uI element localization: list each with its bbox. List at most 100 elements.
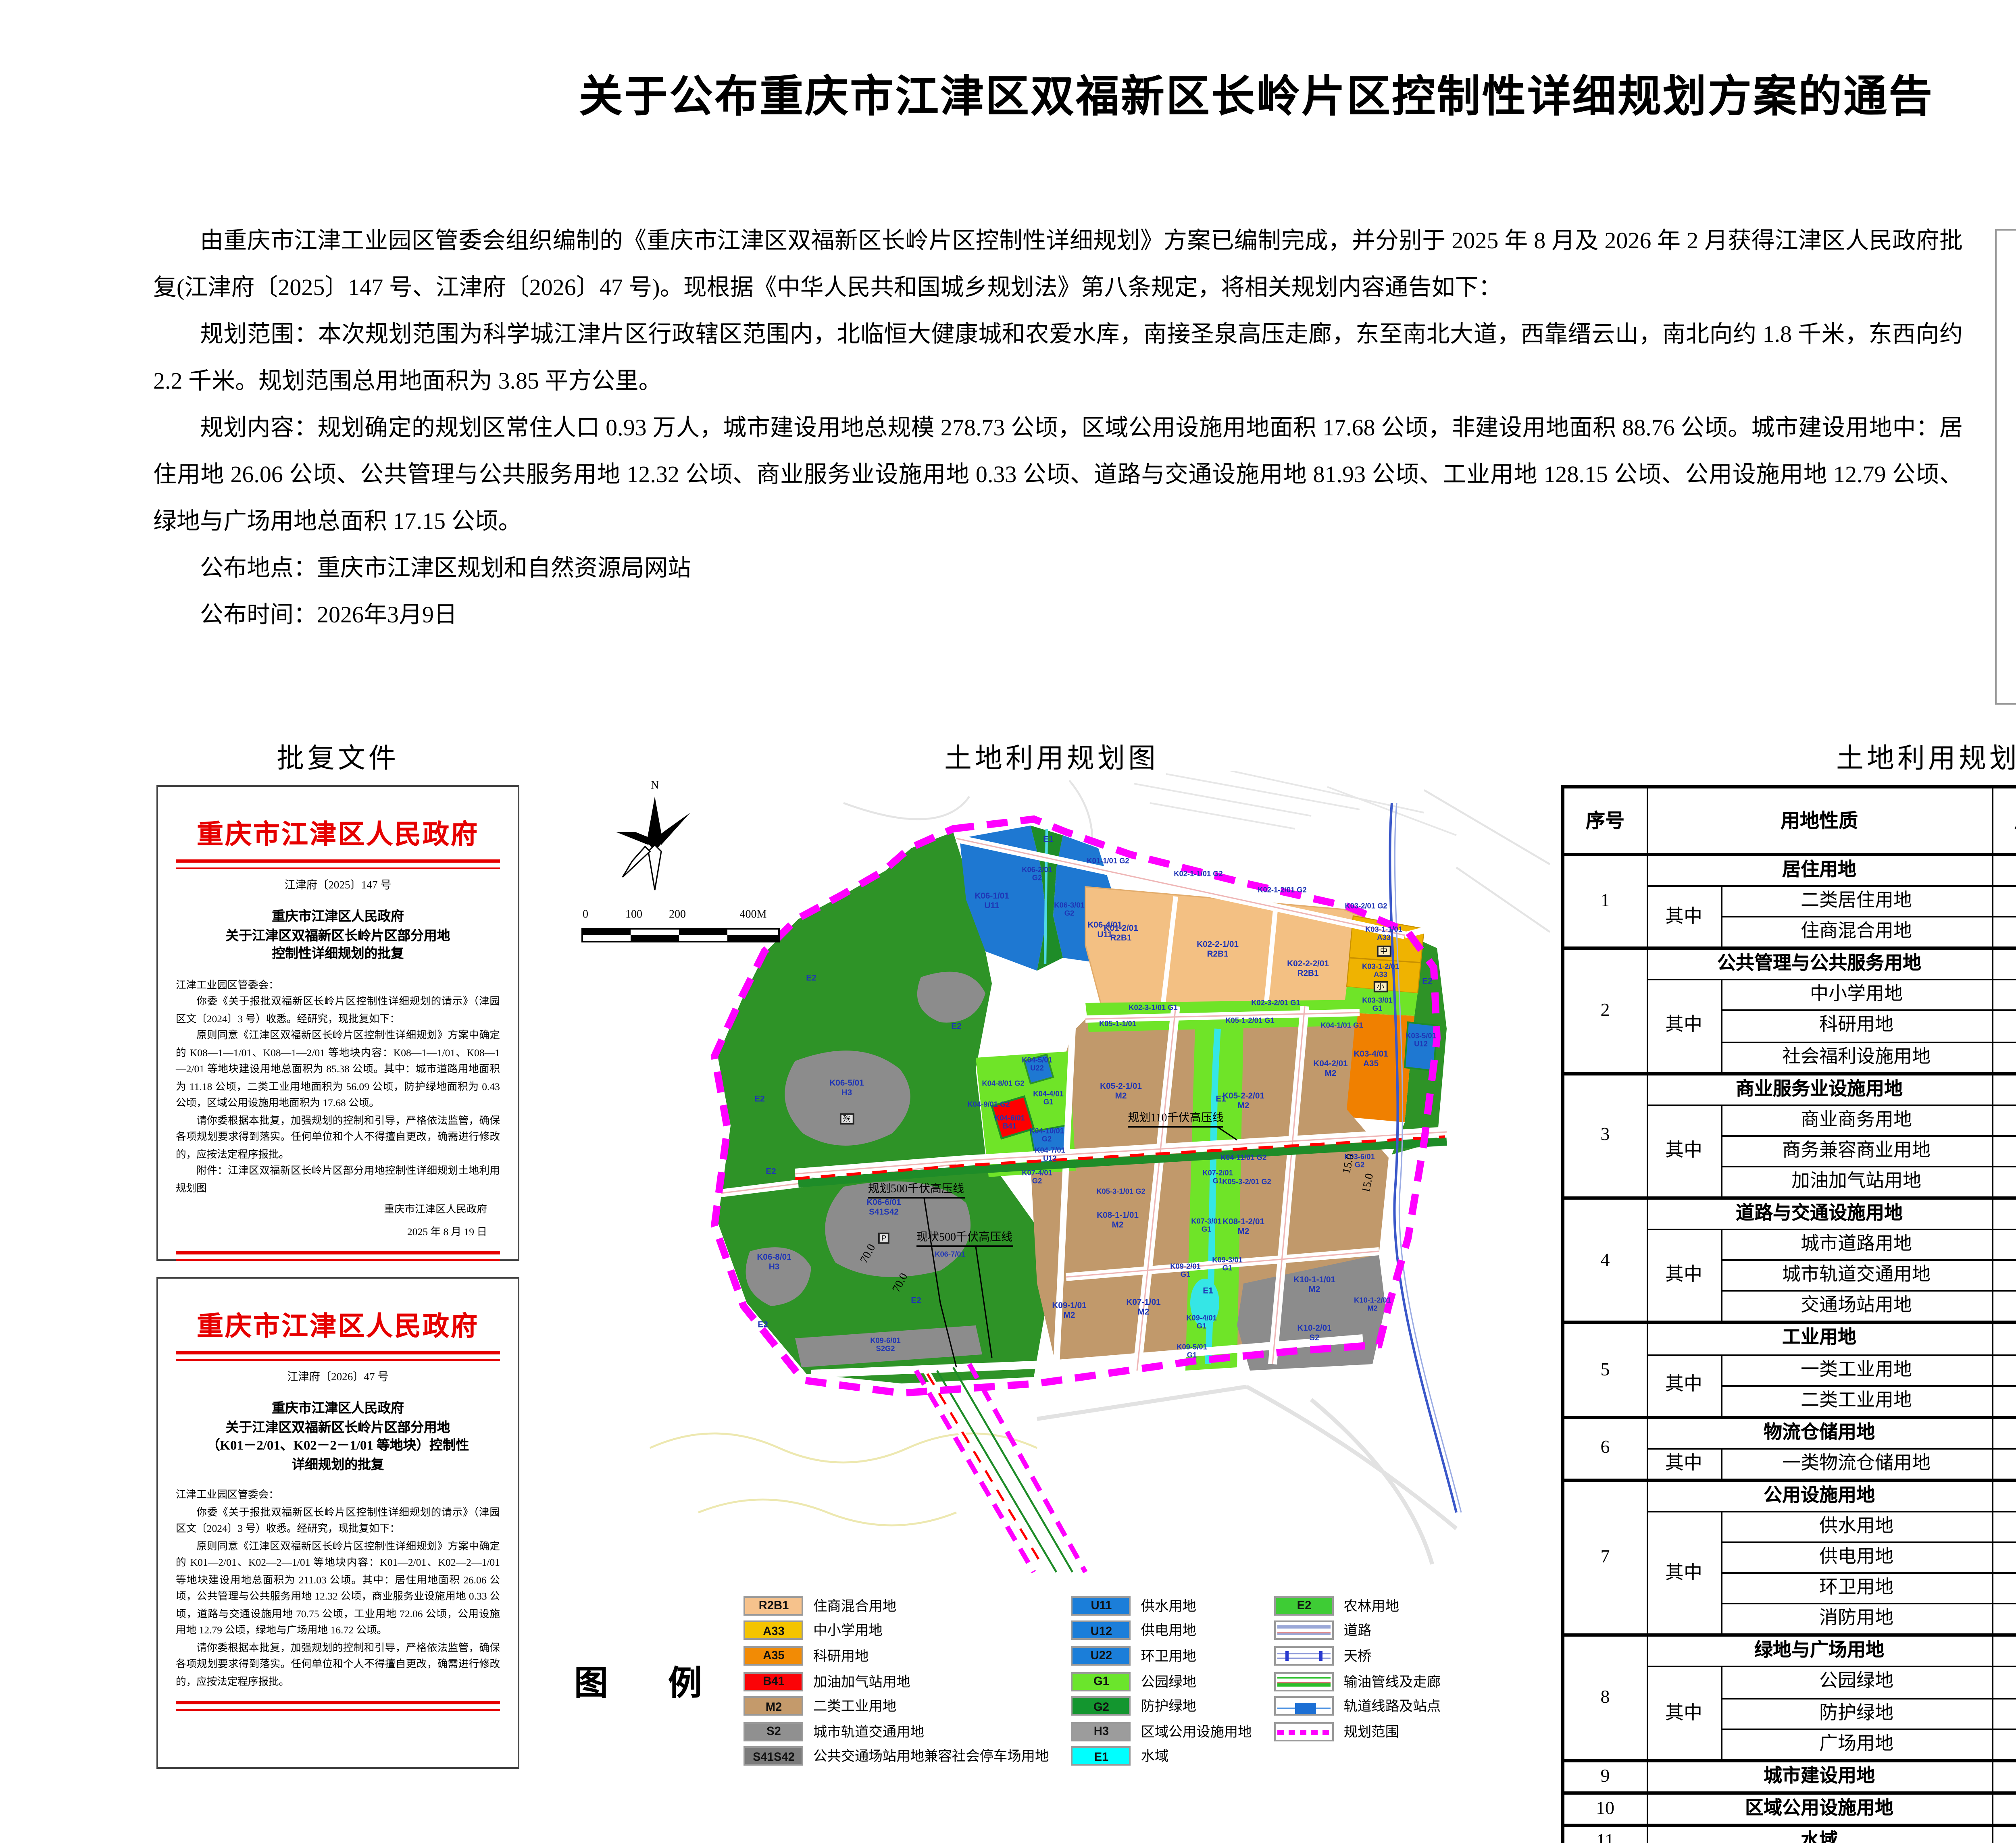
table-cell: 城市道路用地	[1720, 1229, 1993, 1261]
table-subrow: 供电用地U121.230.44	[1563, 1541, 2016, 1574]
table-cell: U31	[1991, 1603, 2016, 1637]
legend-item: 输油管线及走廊	[1274, 1668, 1441, 1693]
table-cell: 住商混合用地	[1720, 916, 1993, 950]
legend-label: 二类工业用地	[813, 1698, 897, 1714]
table-cell: 加油加气站用地	[1720, 1165, 1993, 1199]
doc-title: 重庆市江津区人民政府 关于江津区双福新区长岭片区部分用地 控制性详细规划的批复	[225, 909, 450, 961]
location-map: 南北大道恒大健康城农爱水库缙云山规划范围线圣泉高压走廊圣泉湖陈龙路	[1995, 229, 2016, 705]
table-cell: U22	[1991, 1572, 2016, 1605]
legend-label: 住商混合用地	[813, 1598, 897, 1614]
R2B1-swatch: R2B1	[744, 1596, 804, 1616]
table-cell: R	[1991, 853, 2016, 887]
legend-item: B41 加油加气站用地	[744, 1668, 1049, 1693]
doc-salutation: 江津工业园区管委会：	[176, 980, 279, 991]
legend-label: 公共交通场站用地兼容社会停车场用地	[813, 1748, 1049, 1765]
table-subrow: 其中公园绿地G112.544.50	[1563, 1666, 2016, 1761]
table-cell: M	[1991, 1321, 2016, 1355]
intro-paragraph: 规划内容：规划确定的规划区常住人口 0.93 万人，城市建设用地总规模 278.…	[153, 416, 1963, 535]
legend-item: A35 科研用地	[744, 1643, 1049, 1668]
table-subrow: 社会福利设施用地A60.000.00	[1563, 1041, 2016, 1074]
table-row: 2公共管理与公共服务用地A12.324.42	[1562, 947, 2016, 1074]
legend-label: 城市轨道交通用地	[813, 1723, 925, 1740]
table-cell: R2B1	[1991, 916, 2016, 950]
S41S42-swatch: S41S42	[744, 1747, 804, 1766]
table-cell: 7	[1562, 1478, 1647, 1637]
table-subrow: 加油加气站用地B410.330.12	[1563, 1165, 2016, 1199]
legend-label: 输油管线及走廊	[1343, 1673, 1441, 1689]
intro-paragraph: 由重庆市江津工业园区管委会组织编制的《重庆市江津区双福新区长岭片区控制性详细规划…	[153, 229, 1963, 302]
doc-agency-header: 重庆市江津区人民政府	[197, 819, 479, 850]
legend-label: 供水用地	[1141, 1598, 1196, 1614]
legend-item: U11 供水用地	[1071, 1593, 1252, 1618]
table-cell: 二类工业用地	[1720, 1384, 1993, 1418]
landuse-summary: 序号 用地性质 用地代码 用地面积（公顷） 占城市建设用地比例（%） 1居住用地…	[1561, 785, 2016, 1843]
page-title: 关于公布重庆市江津区双福新区长岭片区控制性详细规划方案的通告	[579, 73, 1934, 121]
table-cell: G2	[1991, 1697, 2016, 1730]
legend-label: 道路	[1343, 1623, 1372, 1639]
table-cell: 商业商务用地	[1720, 1104, 1993, 1137]
table-subrow: 商务兼容商业用地B2B10.000.00	[1563, 1135, 2016, 1167]
table-cell: 其中	[1646, 1510, 1722, 1637]
table-subrow: 其中一类工业用地M10.000.00	[1563, 1353, 2016, 1418]
legend-label: 农林用地	[1343, 1598, 1400, 1614]
legend-label: 防护绿地	[1141, 1698, 1196, 1714]
table-cell: 其中	[1646, 885, 1722, 950]
table-cell: W	[1991, 1415, 2016, 1450]
U12-swatch: U12	[1071, 1621, 1131, 1641]
table-cell: 其中	[1646, 1666, 1722, 1761]
notice-body: 由重庆市江津工业园区管委会组织编制的《重庆市江津区双福新区长岭片区控制性详细规划…	[153, 219, 1963, 640]
table-cell: 其中	[1646, 1354, 1722, 1418]
table-cell: 一类工业用地	[1720, 1353, 1993, 1386]
table-subrow: 消防用地U310.000.00	[1563, 1603, 2016, 1637]
table-cell: 5	[1562, 1321, 1647, 1418]
table-cell: 公园绿地	[1720, 1666, 1993, 1699]
M2-swatch: M2	[744, 1696, 804, 1716]
table-cell: 工业用地	[1645, 1321, 1993, 1355]
section-title-docs: 批复文件	[277, 743, 399, 774]
table-cell: S2	[1991, 1259, 2016, 1292]
table-cell: A35	[1991, 1010, 2016, 1043]
approval-doc-2026: 重庆市江津区人民政府 江津府〔2026〕47 号 重庆市江津区人民政府 关于江津…	[156, 1277, 519, 1769]
legend-item: 道路	[1274, 1618, 1441, 1643]
table-cell: 9	[1562, 1758, 1647, 1794]
doc-title: 重庆市江津区人民政府 关于江津区双福新区长岭片区部分用地 （K01－2/01、K…	[206, 1401, 469, 1471]
table-cell: 其中	[1646, 1448, 1722, 1481]
legend-item: 轨道线路及站点	[1274, 1694, 1441, 1719]
table-subrow: 城市轨道交通用地S240.1014.39	[1563, 1259, 2016, 1292]
table-cell: 公用设施用地	[1645, 1478, 1993, 1512]
doc-salutation: 江津工业园区管委会：	[176, 1490, 279, 1501]
doc-number: 江津府〔2026〕47 号	[287, 1372, 389, 1383]
legend-label: 供电用地	[1141, 1623, 1196, 1639]
table-cell: 供电用地	[1720, 1541, 1993, 1574]
table-cell: W1	[1991, 1448, 2016, 1481]
H3-swatch: H3	[1071, 1722, 1131, 1741]
table-cell: H3	[1991, 1791, 2016, 1826]
table-cell: 公共管理与公共服务用地	[1645, 947, 1993, 981]
table-row: 5工业用地M128.1545.98	[1562, 1321, 2016, 1418]
table-cell: U11	[1991, 1510, 2016, 1543]
legend-item: 天桥	[1274, 1643, 1441, 1668]
B41-swatch: B41	[744, 1671, 804, 1691]
boundary-swatch	[1274, 1722, 1334, 1741]
table-cell: 城市轨道交通用地	[1720, 1259, 1993, 1292]
doc-agency-header: 重庆市江津区人民政府	[197, 1311, 479, 1342]
table-cell: U12	[1991, 1541, 2016, 1574]
legend-column: U11 供水用地 U12 供电用地 U22 环卫用地 G1 公园绿地 G2 防护绿地 H3 区域公用设…	[1071, 1593, 1252, 1769]
doc-signer: 重庆市江津区人民政府	[384, 1204, 487, 1216]
table-cell: B2B1	[1991, 1135, 2016, 1167]
legend-item: E1 水域	[1071, 1744, 1252, 1769]
legend-label: 天桥	[1343, 1647, 1372, 1664]
E2-swatch: E2	[1274, 1596, 1334, 1616]
table-subrow: 其中城市道路用地S139.2314.07	[1563, 1229, 2016, 1324]
table-row: 9城市建设用地H11278.73100.00	[1562, 1758, 2016, 1794]
intro-paragraph: 规划范围：本次规划范围为科学城江津片区行政辖区范围内，北临恒大健康城和农爱水库，…	[153, 322, 1963, 395]
table-subrow: 二类工业用地M2128.1545.98	[1563, 1384, 2016, 1418]
legend-item: S41S42 公共交通场站用地兼容社会停车场用地	[744, 1744, 1049, 1769]
U11-swatch: U11	[1071, 1596, 1131, 1616]
table-row: 11水域E12.73--	[1562, 1823, 2016, 1843]
table-row: 6物流仓储用地W0.000.00	[1562, 1415, 2016, 1481]
legend-label: 科研用地	[813, 1647, 869, 1664]
rail-swatch	[1274, 1696, 1334, 1716]
legend-label: 轨道线路及站点	[1343, 1698, 1441, 1714]
